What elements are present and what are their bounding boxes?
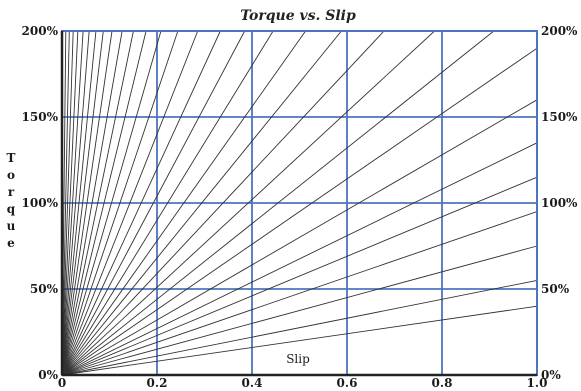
torque-line-24 [61,30,104,376]
y-axis-label-letter-6: e [7,236,15,250]
x-tick-0.8: 0.8 [432,376,453,390]
y-tick-left-0: 0% [38,368,58,382]
torque-line-19 [61,30,162,376]
y-axis-left-ticks: 0% 50% 100% 150% 200% [22,24,59,382]
torque-line-18 [61,30,179,376]
torque-line-21 [61,30,134,376]
y-axis-label-letter-2: o [7,168,15,182]
chart-title: Torque vs. Slip [240,8,356,24]
x-tick-1.0: 1.0 [527,376,548,390]
torque-line-17 [61,30,199,376]
y-tick-right-50: 50% [541,282,570,296]
y-tick-left-200: 200% [22,24,59,38]
torque-line-26 [61,30,90,376]
torque-line-10 [61,30,435,376]
torque-line-6 [61,142,538,376]
y-tick-left-100: 100% [22,196,59,210]
y-axis-label-letter-4: q [7,202,16,216]
torque-line-11 [61,30,385,376]
torque-line-25 [61,30,97,376]
x-tick-0: 0 [58,376,66,390]
torque-line-27 [61,30,84,376]
torque-line-16 [61,30,221,376]
y-tick-right-150: 150% [541,110,578,124]
y-tick-left-50: 50% [30,282,59,296]
plot-frame [60,30,538,377]
torque-line-28 [61,30,79,376]
x-tick-0.2: 0.2 [147,376,168,390]
x-tick-0.4: 0.4 [242,376,263,390]
y-axis-right-ticks: 0% 50% 100% 150% 200% [541,24,578,382]
torque-line-29 [61,30,74,376]
y-tick-right-100: 100% [541,196,578,210]
y-tick-left-150: 150% [22,110,59,124]
torque-line-14 [61,30,274,376]
torque-line-20 [61,30,147,376]
torque-line-3 [61,245,538,376]
y-axis-label-letter-1: T [7,151,16,165]
torque-line-5 [61,176,538,376]
torque-line-12 [61,30,342,376]
torque-line-4 [61,211,538,376]
torque-line-2 [61,279,538,376]
torque-line-7 [61,99,538,376]
x-axis-ticks: 0 0.2 0.4 0.6 0.8 1.0 [58,376,548,390]
torque-lines [61,30,538,376]
torque-line-23 [61,30,113,376]
y-axis-label-letter-3: r [8,185,15,199]
y-tick-right-200: 200% [541,24,578,38]
x-tick-0.6: 0.6 [337,376,358,390]
y-axis-label-letter-5: u [7,219,16,233]
torque-line-13 [61,30,306,376]
torque-line-8 [61,47,538,376]
torque-line-15 [61,30,246,376]
torque-line-1 [61,305,538,376]
x-axis-label: Slip [286,352,310,366]
torque-line-9 [61,30,495,376]
y-axis-label: Torque [7,151,16,250]
y-tick-right-0: 0% [541,368,561,382]
torque-line-22 [61,30,123,376]
